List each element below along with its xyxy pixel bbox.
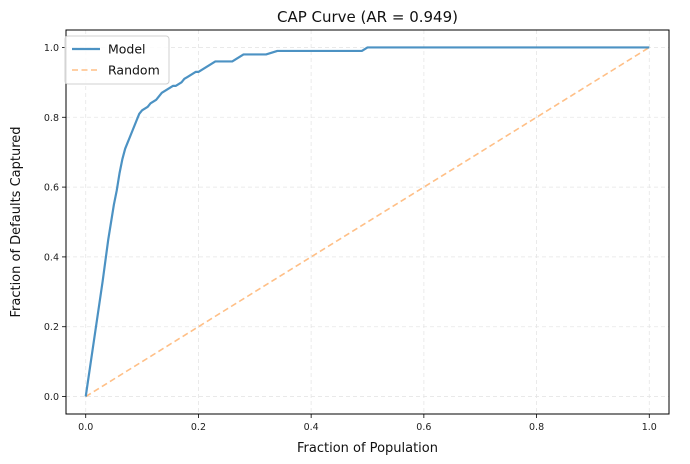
x-tick-label-3: 0.6 bbox=[416, 422, 431, 433]
legend-label-model: Model bbox=[108, 42, 146, 57]
y-tick-label-4: 0.8 bbox=[44, 113, 59, 124]
ticks-layer: 0.0 0.2 0.4 0.6 0.8 1.0 0.0 0.2 0.4 0.6 0.8 1.0 bbox=[44, 43, 657, 433]
x-tick-label-0: 0.0 bbox=[78, 422, 93, 433]
x-tick-label-4: 0.8 bbox=[529, 422, 544, 433]
x-tick-label-1: 0.2 bbox=[191, 422, 206, 433]
x-tick-label-2: 0.4 bbox=[304, 422, 319, 433]
series-layer bbox=[84, 46, 650, 398]
y-tick-label-2: 0.4 bbox=[44, 252, 59, 263]
x-tick-label-5: 1.0 bbox=[642, 422, 657, 433]
chart-title: CAP Curve (AR = 0.949) bbox=[277, 8, 458, 26]
legend-label-random: Random bbox=[108, 63, 160, 78]
plot-frame bbox=[65, 29, 670, 415]
y-axis-label: Fraction of Defaults Captured bbox=[9, 126, 24, 317]
y-tick-label-3: 0.6 bbox=[44, 183, 59, 194]
series-line-random bbox=[85, 46, 650, 398]
x-axis-label: Fraction of Population bbox=[297, 441, 438, 456]
y-tick-label-0: 0.0 bbox=[44, 392, 59, 403]
y-tick-label-1: 0.2 bbox=[44, 322, 59, 333]
y-tick-label-5: 1.0 bbox=[44, 43, 59, 54]
grid-layer bbox=[66, 30, 669, 414]
series-line-model bbox=[84, 46, 650, 397]
legend: Model Random bbox=[64, 35, 170, 85]
